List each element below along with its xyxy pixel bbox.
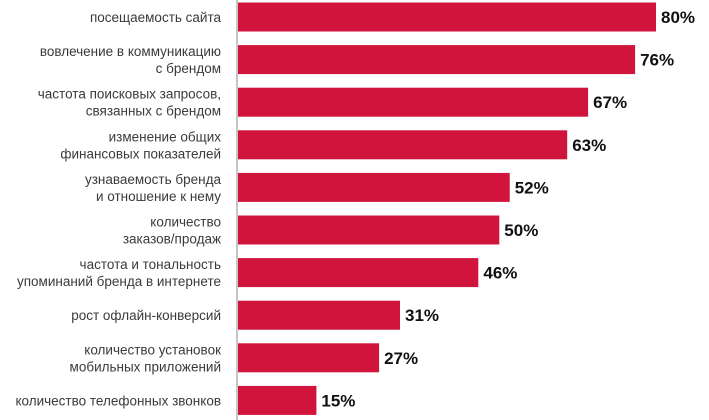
value-label: 63% bbox=[572, 136, 606, 155]
bar bbox=[238, 300, 400, 330]
category-label: частота поисковых запросов, bbox=[38, 87, 221, 102]
bar bbox=[238, 343, 380, 373]
category-label: вовлечение в коммуникацию bbox=[40, 44, 221, 59]
value-label: 50% bbox=[504, 221, 538, 240]
value-label: 52% bbox=[515, 178, 549, 197]
value-label: 46% bbox=[483, 264, 517, 283]
bar bbox=[238, 87, 589, 117]
category-label: связанных с брендом bbox=[86, 104, 221, 119]
category-label: количество установок bbox=[84, 342, 221, 357]
value-label: 76% bbox=[640, 51, 674, 70]
bar bbox=[238, 2, 656, 32]
category-label: мобильных приложений bbox=[70, 359, 221, 374]
category-label: с брендом bbox=[156, 61, 221, 76]
bar bbox=[238, 172, 510, 202]
bar bbox=[238, 215, 500, 245]
bar bbox=[238, 385, 317, 415]
value-label: 80% bbox=[661, 8, 695, 27]
category-label: количество bbox=[150, 215, 221, 230]
bar bbox=[238, 130, 568, 160]
category-label: и отношение к нему bbox=[96, 189, 221, 204]
category-label: частота и тональность bbox=[80, 257, 221, 272]
category-label: количество телефонных звонков bbox=[15, 393, 221, 408]
bar bbox=[238, 258, 479, 288]
category-label: заказов/продаж bbox=[123, 232, 221, 247]
category-label: изменение общих bbox=[109, 129, 222, 144]
category-label: финансовых показателей bbox=[60, 146, 221, 161]
value-label: 15% bbox=[321, 391, 355, 410]
value-label: 67% bbox=[593, 93, 627, 112]
category-label: узнаваемость бренда bbox=[85, 172, 222, 187]
value-label: 31% bbox=[405, 306, 439, 325]
bar bbox=[238, 45, 636, 75]
category-label: упоминаний бренда в интернете bbox=[17, 274, 221, 289]
category-label: посещаемость сайта bbox=[90, 10, 222, 25]
category-label: рост офлайн-конверсий bbox=[71, 308, 221, 323]
value-label: 27% bbox=[384, 349, 418, 368]
